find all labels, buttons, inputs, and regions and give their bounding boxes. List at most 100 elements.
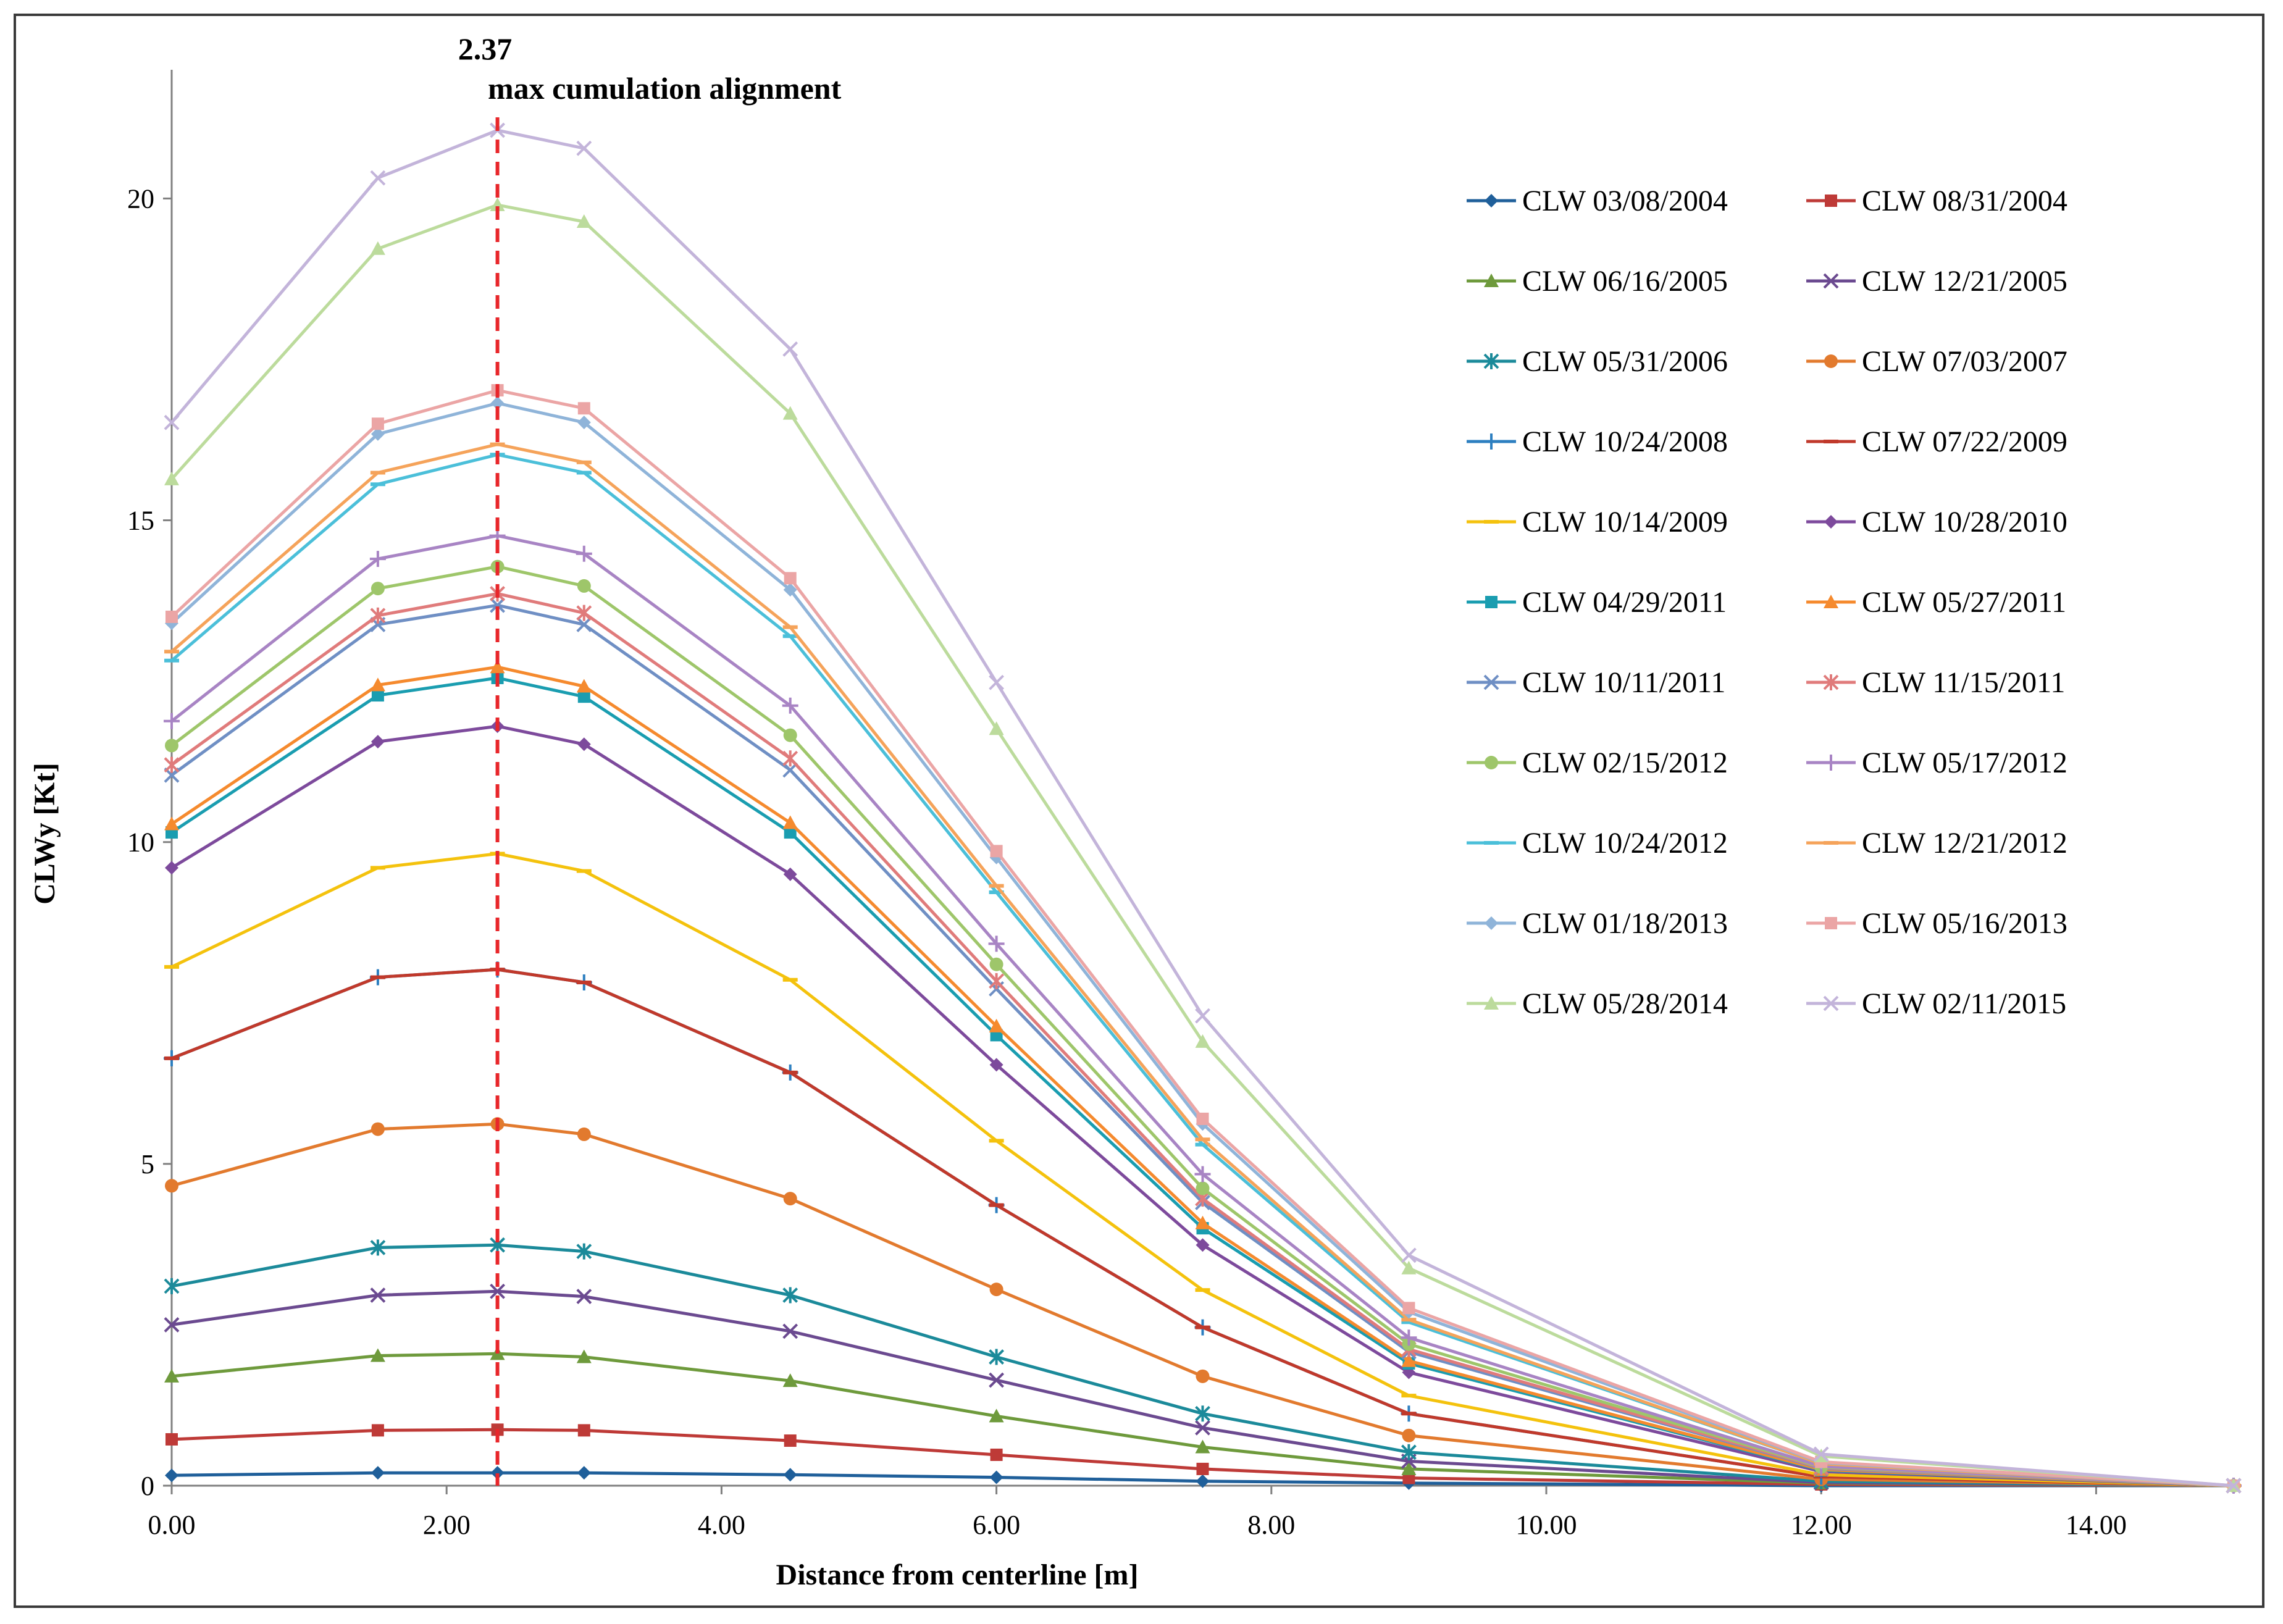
- legend-label: CLW 08/31/2004: [1862, 185, 2067, 217]
- data-point: [989, 1408, 1004, 1423]
- data-point: [576, 1243, 592, 1260]
- data-point: [577, 579, 591, 593]
- legend-label: CLW 06/16/2005: [1522, 265, 1728, 298]
- data-point: [1483, 353, 1499, 369]
- series-8: [164, 968, 2241, 1488]
- data-point: [371, 689, 384, 702]
- series-line: [170, 603, 2234, 1488]
- series-line: [170, 565, 2234, 1488]
- legend-item: CLW 12/21/2005: [1806, 265, 2067, 298]
- data-point: [1195, 1420, 1210, 1436]
- data-point: [988, 935, 1005, 952]
- data-point: [1824, 595, 1838, 608]
- data-point: [1483, 674, 1499, 690]
- annotation-value: 2.37: [458, 31, 513, 66]
- x-tick-label: 4.00: [698, 1510, 745, 1540]
- data-point: [369, 551, 386, 567]
- x-axis-title: Distance from centerline [m]: [776, 1559, 1139, 1591]
- data-point: [576, 1349, 592, 1363]
- data-point: [782, 1373, 798, 1388]
- data-point: [371, 1122, 385, 1136]
- legend-label: CLW 05/17/2012: [1862, 747, 2067, 779]
- data-point: [782, 341, 798, 357]
- legend-label: CLW 07/03/2007: [1862, 345, 2067, 378]
- x-tick-label: 8.00: [1247, 1510, 1295, 1540]
- data-point: [1825, 195, 1837, 207]
- data-point: [989, 1283, 1003, 1297]
- legend-item: CLW 11/15/2011: [1806, 666, 2065, 699]
- series-line: [170, 592, 2234, 1488]
- series-line: [171, 1352, 2234, 1488]
- series-line: [171, 1428, 2234, 1488]
- legend-label: CLW 05/31/2006: [1522, 345, 1728, 378]
- data-point: [782, 1287, 798, 1304]
- series-10: [165, 719, 2240, 1492]
- data-point: [1825, 917, 1837, 929]
- data-point: [989, 1470, 1003, 1484]
- data-point: [165, 739, 178, 753]
- x-tick-label: 0.00: [148, 1510, 196, 1540]
- y-tick-label: 5: [141, 1149, 154, 1179]
- series-line: [170, 534, 2234, 1488]
- data-point: [990, 1448, 1003, 1461]
- data-point: [1195, 1008, 1210, 1024]
- legend: CLW 03/08/2004 CLW 08/31/2004 CLW 06/16/20…: [1467, 185, 2067, 1020]
- data-point: [1401, 1329, 1417, 1346]
- annotation-layer: 2.37 max cumulation alignment: [458, 31, 842, 1486]
- data-point: [782, 697, 798, 714]
- data-point: [989, 957, 1003, 971]
- data-point: [576, 1289, 592, 1304]
- series-5: [164, 1237, 2242, 1494]
- legend-label: CLW 10/24/2012: [1522, 827, 1728, 860]
- legend-item: CLW 10/14/2009: [1467, 506, 1728, 538]
- legend-item: CLW 10/11/2011: [1467, 666, 1725, 699]
- series-line: [170, 443, 2234, 1488]
- data-point: [370, 170, 386, 186]
- legend-item: CLW 07/22/2009: [1806, 425, 2067, 458]
- series-line: [170, 665, 2234, 1488]
- data-point: [164, 713, 180, 729]
- legend-item: CLW 07/03/2007: [1806, 345, 2067, 378]
- series-line: [170, 852, 2234, 1488]
- data-point: [371, 1424, 384, 1437]
- data-point: [784, 572, 797, 585]
- data-point: [576, 214, 592, 228]
- series-9: [164, 852, 2241, 1488]
- data-point: [2226, 1478, 2242, 1494]
- data-point: [165, 1433, 178, 1446]
- data-point: [576, 605, 592, 621]
- data-point: [1824, 354, 1838, 368]
- data-point: [989, 721, 1004, 735]
- data-point: [577, 1466, 591, 1480]
- data-point: [1485, 194, 1498, 207]
- data-point: [783, 867, 797, 881]
- data-point: [490, 396, 505, 410]
- legend-label: CLW 12/21/2005: [1862, 265, 2067, 298]
- data-point: [165, 861, 178, 875]
- data-point: [1195, 1215, 1210, 1229]
- data-point: [1401, 1247, 1417, 1263]
- data-point: [1401, 1444, 1417, 1460]
- legend-label: CLW 03/08/2004: [1522, 185, 1728, 217]
- data-point: [371, 735, 385, 749]
- data-point: [783, 1468, 797, 1482]
- data-point: [371, 427, 385, 441]
- legend-label: CLW 12/21/2012: [1862, 827, 2067, 860]
- y-tick-label: 20: [127, 183, 154, 214]
- legend-label: CLW 05/16/2013: [1862, 907, 2067, 940]
- series-line: [171, 1471, 2234, 1488]
- data-point: [164, 414, 180, 430]
- data-point: [1401, 1260, 1417, 1275]
- data-point: [783, 1192, 797, 1206]
- series-22: [164, 122, 2242, 1494]
- legend-item: CLW 01/18/2013: [1467, 907, 1728, 940]
- data-point: [490, 197, 505, 211]
- data-point: [370, 1348, 385, 1362]
- data-point: [164, 1317, 180, 1333]
- data-point: [576, 140, 592, 156]
- data-point: [1483, 433, 1499, 450]
- data-point: [1195, 1405, 1210, 1422]
- data-point: [1195, 1439, 1210, 1454]
- legend-label: CLW 11/15/2011: [1862, 666, 2065, 699]
- legend-label: CLW 10/28/2010: [1862, 506, 2067, 538]
